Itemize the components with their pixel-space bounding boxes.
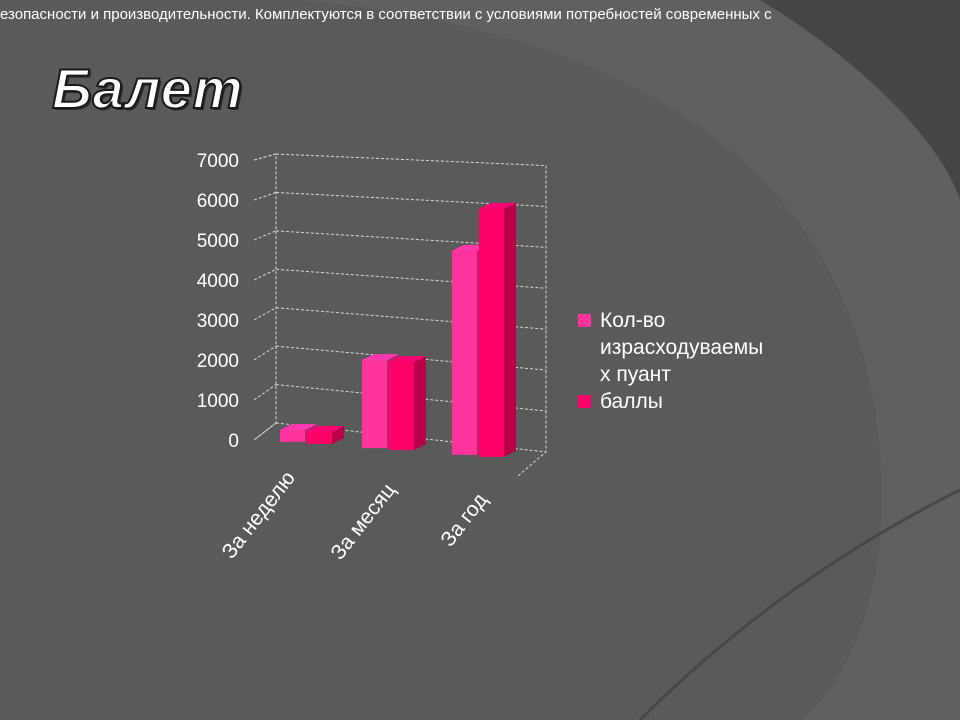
chart-legend: Кол-во израсходуваемы х пуант баллы: [578, 307, 808, 415]
legend-line: Кол-во: [600, 309, 666, 332]
gridline-side: [253, 345, 277, 361]
bar-top: [307, 425, 344, 432]
bar-front: [362, 360, 387, 449]
slide-title: Балет: [51, 56, 244, 121]
y-tick-label: 5000: [197, 231, 239, 252]
legend-swatch-series-2: [578, 395, 591, 408]
bar-side: [414, 356, 426, 451]
bar-series-2-2: [479, 202, 516, 457]
y-tick-label: 3000: [197, 311, 239, 332]
bar-side: [504, 202, 516, 457]
bar-top: [280, 423, 317, 430]
x-category-label: За месяц: [326, 479, 400, 564]
chart-back-wall: [517, 165, 547, 477]
gridline-side: [253, 153, 277, 161]
decorative-arc: [300, 0, 960, 720]
y-tick-label: 0: [228, 431, 239, 452]
legend-swatch-series-1: [578, 314, 591, 327]
gridline-side: [253, 230, 277, 241]
x-category-label: За год: [436, 489, 492, 551]
legend-item-series-1: Кол-во израсходуваемы х пуант: [578, 307, 808, 388]
gridline-back: [275, 153, 547, 167]
y-tick-label: 6000: [197, 191, 239, 212]
gridline-side: [253, 191, 277, 201]
chart-side-wall: [253, 153, 277, 441]
bar-top: [389, 356, 426, 363]
bar-front: [280, 429, 305, 442]
bar-series-2-0: [307, 425, 344, 444]
gridline-side: [253, 384, 277, 401]
header-text: езопасности и производительности. Компле…: [0, 6, 772, 23]
bar-front: [452, 250, 477, 455]
legend-line: х пуант: [600, 363, 671, 386]
x-axis-labels: За неделю За месяц За год: [218, 467, 492, 564]
bar-top: [362, 354, 399, 361]
legend-item-series-2: баллы: [578, 388, 808, 415]
decorative-curve: [638, 488, 960, 720]
legend-line: израсходуваемы: [600, 336, 764, 359]
y-tick-label: 1000: [197, 391, 239, 412]
gridline-side: [253, 268, 277, 281]
chart-bars: [280, 202, 516, 457]
bar-top: [479, 202, 516, 209]
gridline-side: [253, 307, 277, 321]
y-tick-label: 2000: [197, 351, 239, 372]
bar-front: [479, 208, 504, 457]
x-category-label: За неделю: [218, 467, 300, 563]
bar-series-2-1: [389, 356, 426, 451]
legend-line: баллы: [600, 390, 663, 413]
decorative-corner: [760, 0, 960, 200]
y-tick-label: 7000: [197, 151, 239, 172]
bar-front: [389, 362, 414, 451]
y-axis-ticks: 0 1000 2000 3000 4000 5000 6000 7000: [197, 151, 239, 452]
y-tick-label: 4000: [197, 271, 239, 292]
bar-front: [307, 431, 332, 444]
